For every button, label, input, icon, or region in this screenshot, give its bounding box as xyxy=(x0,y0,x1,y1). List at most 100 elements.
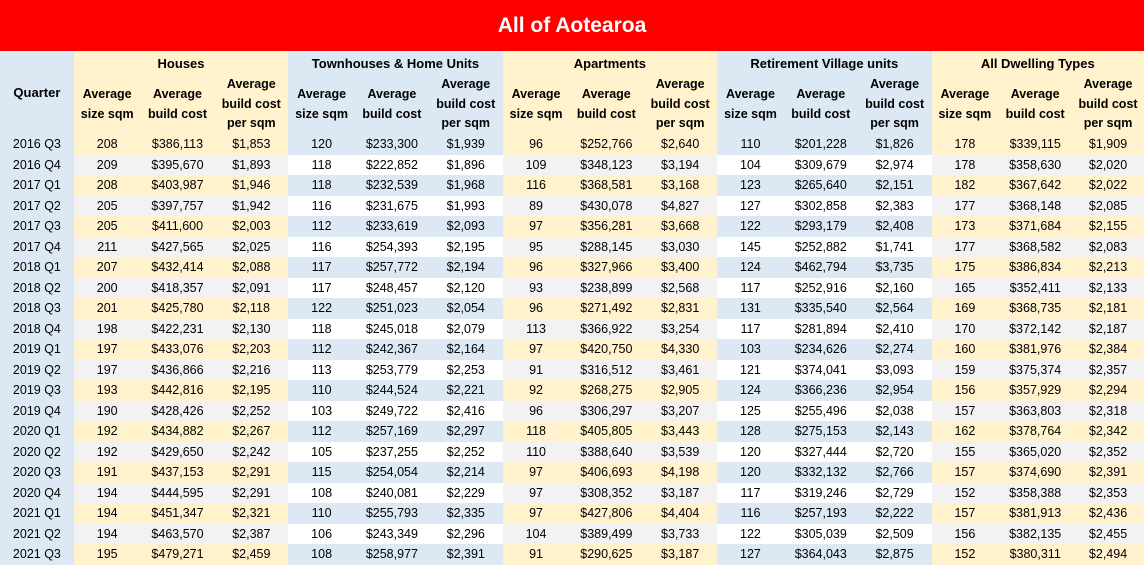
value-cell: $327,966 xyxy=(569,257,644,278)
quarter-cell: 2019 Q3 xyxy=(0,380,74,401)
value-cell: 108 xyxy=(288,544,355,565)
value-cell: 159 xyxy=(931,359,999,380)
value-cell: $386,113 xyxy=(140,134,215,155)
value-cell: 96 xyxy=(502,134,570,155)
value-cell: 155 xyxy=(931,441,999,462)
group-header: Retirement Village units xyxy=(717,51,932,75)
value-cell: $363,803 xyxy=(998,400,1073,421)
value-cell: $2,038 xyxy=(857,400,932,421)
value-cell: $2,436 xyxy=(1072,503,1144,524)
value-cell: $403,987 xyxy=(140,175,215,196)
value-cell: $357,929 xyxy=(998,380,1073,401)
value-cell: $4,330 xyxy=(643,339,718,360)
value-cell: $375,374 xyxy=(998,359,1073,380)
value-cell: $255,496 xyxy=(783,400,858,421)
value-cell: $252,916 xyxy=(783,277,858,298)
column-header: Average build cost xyxy=(140,75,215,134)
value-cell: $240,081 xyxy=(354,482,429,503)
value-cell: $397,757 xyxy=(140,195,215,216)
value-cell: 177 xyxy=(931,195,999,216)
value-cell: $2,416 xyxy=(428,400,503,421)
value-cell: 170 xyxy=(931,318,999,339)
table-row: 2020 Q3 191 $437,153 $2,291 115 $254,054 $2,21… xyxy=(0,462,1144,483)
value-cell: $358,388 xyxy=(998,482,1073,503)
table-row: 2020 Q1 192 $434,882 $2,267 112 $257,169 $2,29… xyxy=(0,421,1144,442)
value-cell: $420,750 xyxy=(569,339,644,360)
value-cell: $251,023 xyxy=(354,298,429,319)
value-cell: 165 xyxy=(931,277,999,298)
value-cell: $281,894 xyxy=(783,318,858,339)
value-cell: 193 xyxy=(73,380,141,401)
value-cell: $233,619 xyxy=(354,216,429,237)
quarter-cell: 2018 Q4 xyxy=(0,318,74,339)
value-cell: $2,093 xyxy=(428,216,503,237)
column-header: Average build cost per sqm xyxy=(428,75,503,134)
value-cell: $2,766 xyxy=(857,462,932,483)
value-cell: $3,461 xyxy=(643,359,718,380)
value-cell: 201 xyxy=(73,298,141,319)
quarter-cell: 2016 Q4 xyxy=(0,154,74,175)
quarter-cell: 2019 Q4 xyxy=(0,400,74,421)
table-row: 2017 Q1 208 $403,987 $1,946 118 $232,539 $1,96… xyxy=(0,175,1144,196)
value-cell: 104 xyxy=(502,523,570,544)
value-cell: $1,896 xyxy=(428,154,503,175)
value-cell: 208 xyxy=(73,175,141,196)
value-cell: $2,091 xyxy=(214,277,289,298)
value-cell: $374,041 xyxy=(783,359,858,380)
value-cell: $368,735 xyxy=(998,298,1073,319)
quarter-cell: 2021 Q1 xyxy=(0,503,74,524)
quarter-cell: 2018 Q3 xyxy=(0,298,74,319)
value-cell: $254,054 xyxy=(354,462,429,483)
value-cell: $2,252 xyxy=(214,400,289,421)
value-cell: 110 xyxy=(717,134,784,155)
value-cell: $3,030 xyxy=(643,236,718,257)
value-cell: $2,203 xyxy=(214,339,289,360)
value-cell: $1,741 xyxy=(857,236,932,257)
value-cell: $2,729 xyxy=(857,482,932,503)
group-header: Apartments xyxy=(502,51,718,75)
value-cell: 103 xyxy=(717,339,784,360)
value-cell: $2,151 xyxy=(857,175,932,196)
value-cell: 122 xyxy=(288,298,355,319)
value-cell: 95 xyxy=(502,236,570,257)
quarter-header: Quarter xyxy=(0,51,74,134)
value-cell: 117 xyxy=(717,277,784,298)
value-cell: $2,195 xyxy=(428,236,503,257)
value-cell: $2,020 xyxy=(1072,154,1144,175)
table-row: 2019 Q2 197 $436,866 $2,216 113 $253,779 $2,25… xyxy=(0,359,1144,380)
value-cell: 177 xyxy=(931,236,999,257)
value-cell: $2,003 xyxy=(214,216,289,237)
value-cell: $232,539 xyxy=(354,175,429,196)
column-header: Average build cost xyxy=(783,75,858,134)
value-cell: $462,794 xyxy=(783,257,858,278)
value-cell: 173 xyxy=(931,216,999,237)
value-cell: $3,668 xyxy=(643,216,718,237)
value-cell: $372,142 xyxy=(998,318,1073,339)
value-cell: 156 xyxy=(931,523,999,544)
value-cell: 156 xyxy=(931,380,999,401)
value-cell: 194 xyxy=(73,503,141,524)
value-cell: 121 xyxy=(717,359,784,380)
value-cell: $2,352 xyxy=(1072,441,1144,462)
table-row: 2021 Q1 194 $451,347 $2,321 110 $255,793 $2,33… xyxy=(0,503,1144,524)
value-cell: 157 xyxy=(931,462,999,483)
value-cell: $244,524 xyxy=(354,380,429,401)
value-cell: $3,207 xyxy=(643,400,718,421)
value-cell: $2,321 xyxy=(214,503,289,524)
value-cell: $2,831 xyxy=(643,298,718,319)
value-cell: 127 xyxy=(717,195,784,216)
value-cell: 197 xyxy=(73,339,141,360)
value-cell: $2,252 xyxy=(428,441,503,462)
value-cell: $422,231 xyxy=(140,318,215,339)
column-header: Average build cost xyxy=(998,75,1073,134)
table-row: 2016 Q4 209 $395,670 $1,893 118 $222,852 $1,89… xyxy=(0,154,1144,175)
table-row: 2021 Q2 194 $463,570 $2,387 106 $243,349 $2,29… xyxy=(0,523,1144,544)
value-cell: $381,913 xyxy=(998,503,1073,524)
value-cell: $231,675 xyxy=(354,195,429,216)
value-cell: 205 xyxy=(73,195,141,216)
value-cell: $3,735 xyxy=(857,257,932,278)
value-cell: $427,565 xyxy=(140,236,215,257)
value-cell: $257,169 xyxy=(354,421,429,442)
value-cell: $425,780 xyxy=(140,298,215,319)
value-cell: 116 xyxy=(502,175,570,196)
